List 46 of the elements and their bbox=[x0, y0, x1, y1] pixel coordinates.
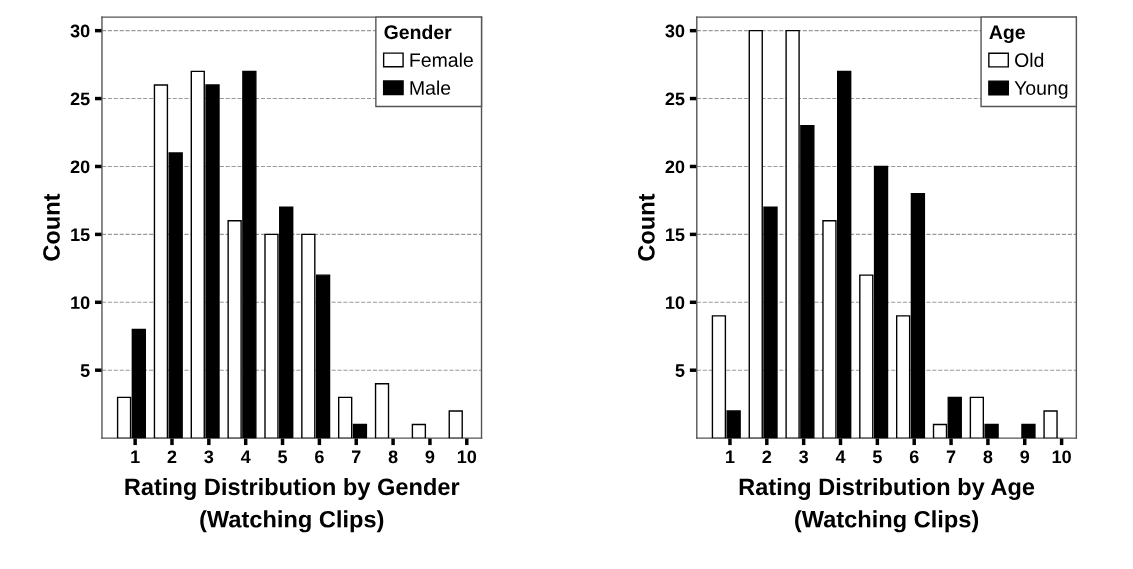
x-tick-label: 6 bbox=[315, 450, 324, 464]
bar bbox=[1043, 410, 1058, 439]
x-tick-label: 7 bbox=[351, 450, 361, 464]
x-tick-label: 2 bbox=[762, 450, 772, 464]
legend-label: Young bbox=[1014, 81, 1068, 99]
x-tick-label: 10 bbox=[457, 450, 477, 464]
y-tick-label: 5 bbox=[675, 364, 685, 377]
bar bbox=[411, 423, 427, 439]
x-axis-title: Rating Distribution by Age (Watching Clips) bbox=[739, 477, 1035, 533]
y-tick-label: 10 bbox=[71, 296, 90, 310]
y-tick-label: 15 bbox=[71, 228, 90, 242]
x-tick-label: 1 bbox=[131, 450, 140, 464]
y-tick-label: 5 bbox=[80, 364, 90, 377]
x-tick-label: 1 bbox=[726, 450, 735, 464]
x-tick-label: 4 bbox=[835, 450, 846, 464]
y-tick-label: 20 bbox=[70, 160, 90, 174]
x-axis-title: Rating Distribution by Gender (Watching Clips) bbox=[125, 477, 460, 533]
y-axis-title: Count bbox=[43, 193, 60, 261]
x-tick-label: 5 bbox=[872, 450, 882, 464]
x-tick-label: 8 bbox=[388, 450, 398, 464]
x-tick-label: 3 bbox=[204, 450, 214, 464]
bar bbox=[448, 410, 463, 439]
x-tick-label: 4 bbox=[240, 450, 251, 464]
x-tick-label: 2 bbox=[167, 450, 177, 464]
y-tick-label: 10 bbox=[666, 296, 685, 310]
y-tick-label: 20 bbox=[665, 160, 685, 174]
x-tick-label: 8 bbox=[983, 450, 993, 464]
y-tick-label: 25 bbox=[70, 92, 90, 106]
y-axis-title: Count bbox=[637, 193, 655, 261]
y-tick-label: 15 bbox=[666, 228, 685, 242]
legend-title: Age bbox=[989, 25, 1025, 44]
legend-label: Old bbox=[1015, 52, 1044, 68]
legend-label: Male bbox=[410, 80, 451, 95]
x-tick-label: 5 bbox=[278, 450, 288, 464]
x-tick-label: 9 bbox=[1020, 450, 1030, 464]
bar bbox=[374, 383, 390, 439]
x-tick-label: 10 bbox=[1052, 450, 1071, 464]
y-tick-label: 30 bbox=[665, 24, 685, 38]
legend-label: Female bbox=[410, 52, 473, 67]
y-tick-label: 30 bbox=[70, 24, 90, 38]
x-tick-label: 9 bbox=[425, 450, 435, 464]
x-tick-label: 7 bbox=[946, 450, 956, 464]
y-tick-label: 25 bbox=[665, 92, 685, 106]
x-tick-label: 6 bbox=[909, 450, 919, 464]
x-tick-label: 3 bbox=[799, 450, 809, 464]
legend-title: Gender bbox=[384, 24, 452, 40]
